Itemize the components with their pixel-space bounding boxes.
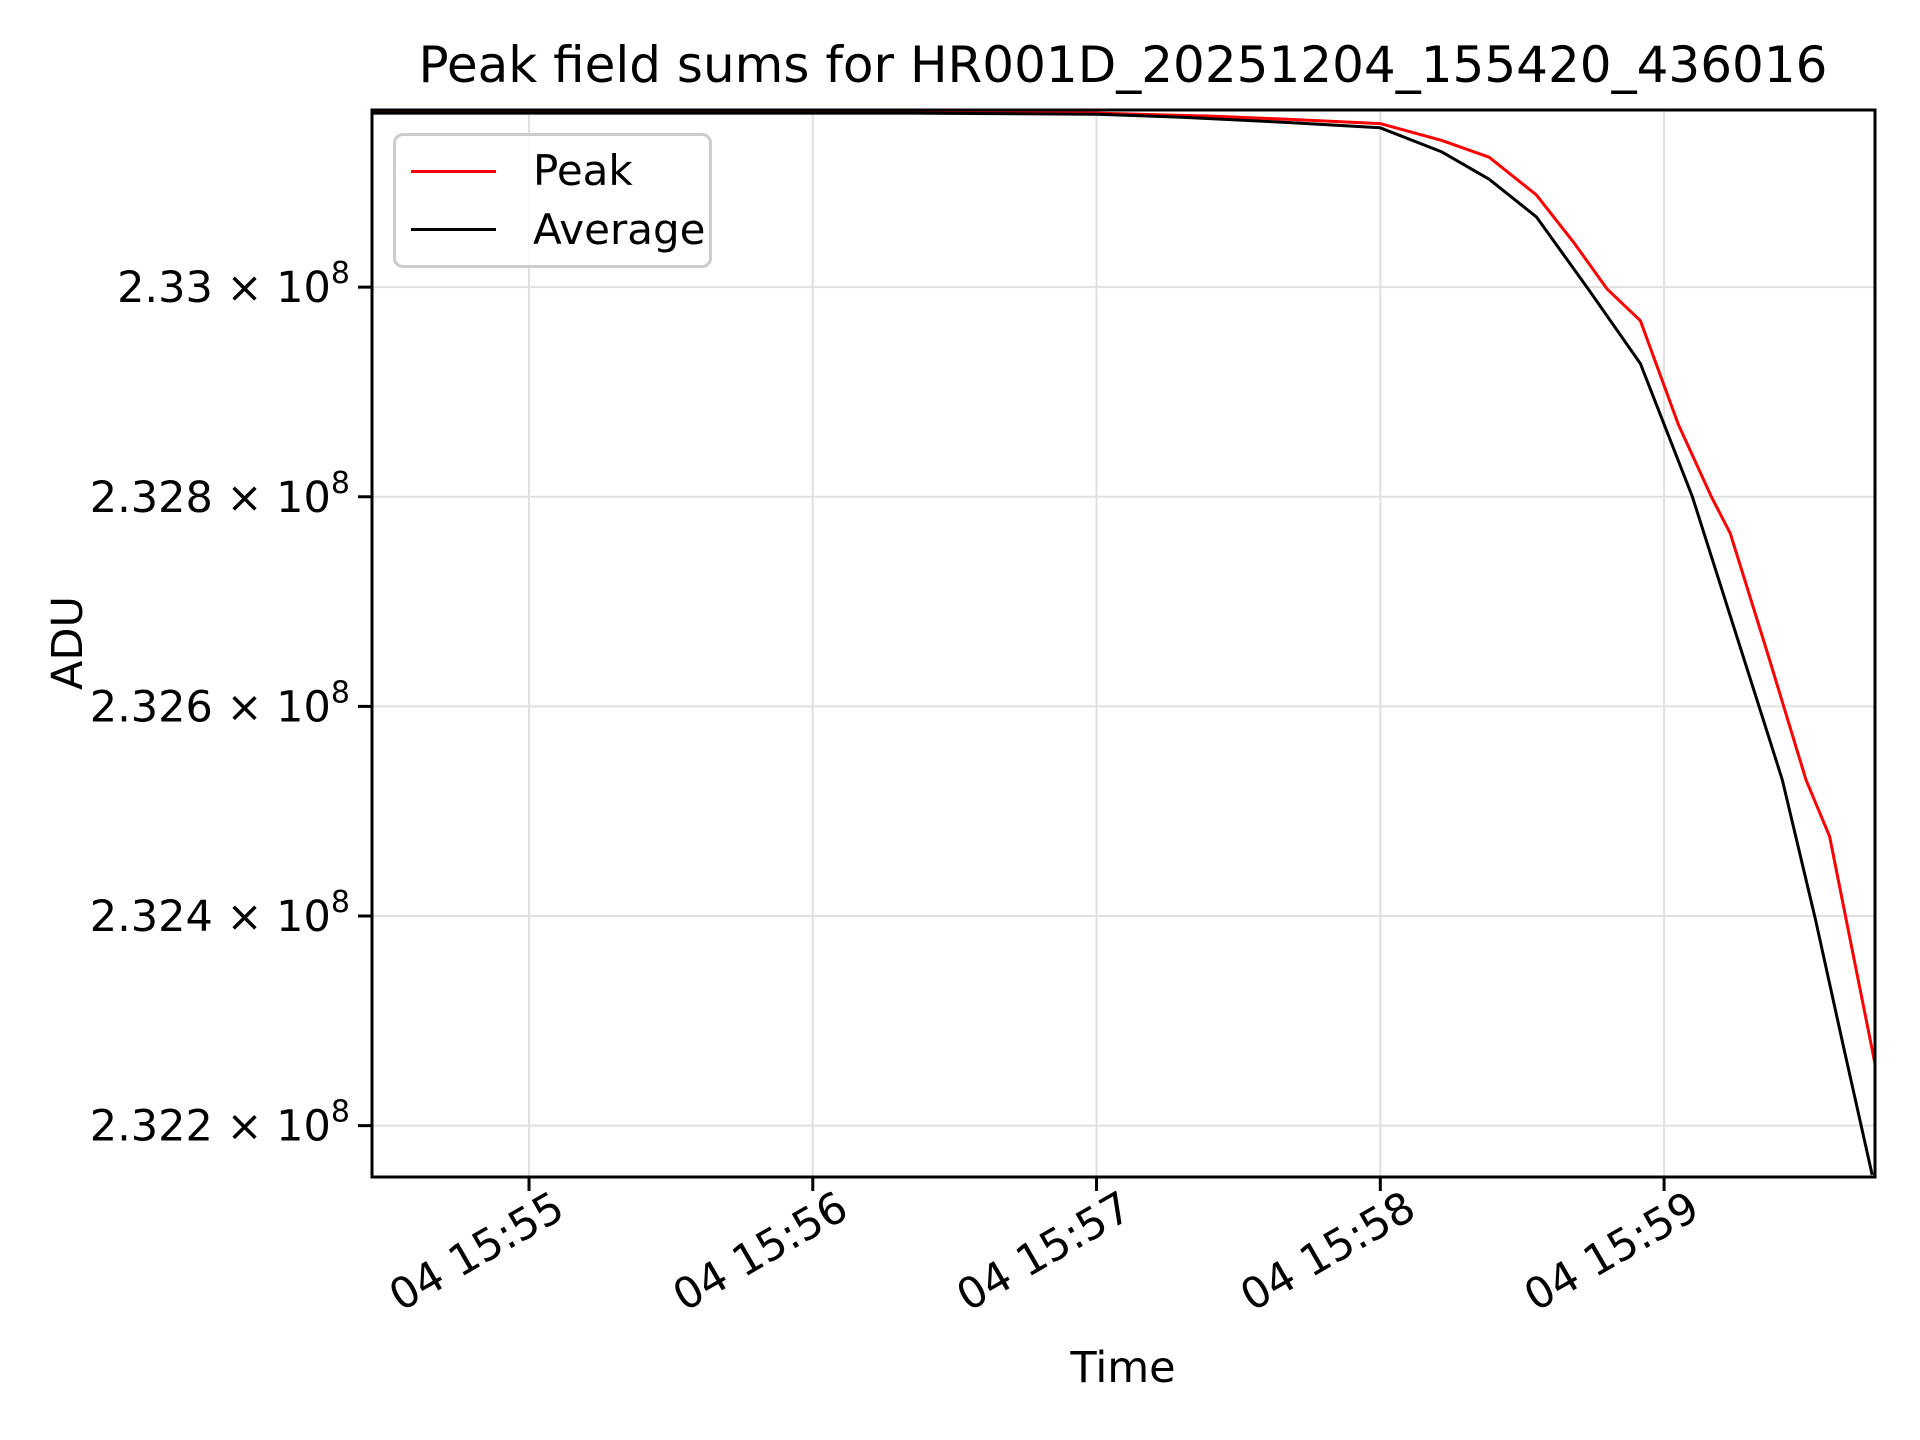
- legend-label-peak: Peak: [533, 146, 633, 196]
- y-tick-label: 2.324 × 108: [90, 885, 350, 942]
- y-tick-label: 2.322 × 108: [90, 1095, 350, 1152]
- y-tick-label: 2.328 × 108: [90, 466, 350, 523]
- x-tick-label: 04 15:55: [381, 1182, 573, 1321]
- y-tick-label: 2.326 × 108: [90, 675, 350, 732]
- y-axis-label: ADU: [43, 596, 93, 690]
- legend-label-average: Average: [533, 204, 706, 254]
- x-axis-label: Time: [1070, 1343, 1176, 1393]
- chart-title: Peak field sums for HR001D_20251204_1554…: [418, 36, 1828, 94]
- legend-line-peak-icon: [411, 169, 496, 173]
- legend-entry-peak: Peak: [396, 143, 709, 199]
- legend-entry-average: Average: [396, 202, 709, 258]
- series-line-average: [372, 111, 1874, 1176]
- legend-line-average-icon: [411, 228, 496, 232]
- legend: Peak Average: [393, 133, 712, 268]
- x-tick-label: 04 15:59: [1516, 1182, 1708, 1321]
- x-tick-label: 04 15:58: [1232, 1182, 1424, 1321]
- x-tick-label: 04 15:57: [948, 1182, 1140, 1321]
- y-tick-label: 2.33 × 108: [117, 256, 350, 313]
- plot-border: [370, 108, 1877, 1179]
- x-tick-label: 04 15:56: [665, 1182, 857, 1321]
